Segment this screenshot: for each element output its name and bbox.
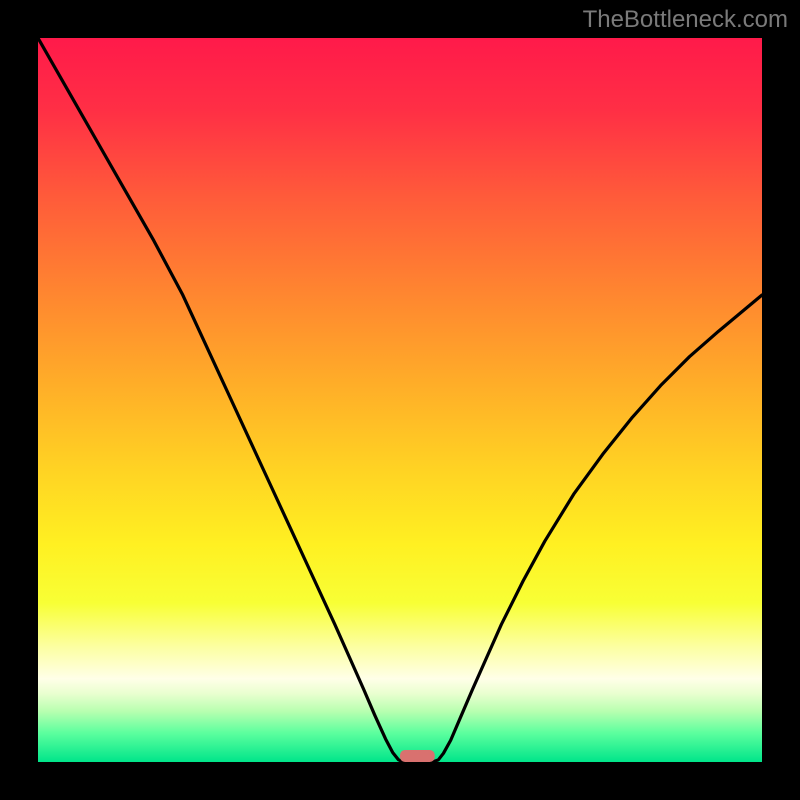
bottleneck-chart [38,38,762,762]
gradient-background [38,38,762,762]
watermark-text: TheBottleneck.com [583,6,788,34]
chart-container: TheBottleneck.com [0,0,800,800]
optimal-marker [400,750,435,762]
plot-area [38,38,762,762]
